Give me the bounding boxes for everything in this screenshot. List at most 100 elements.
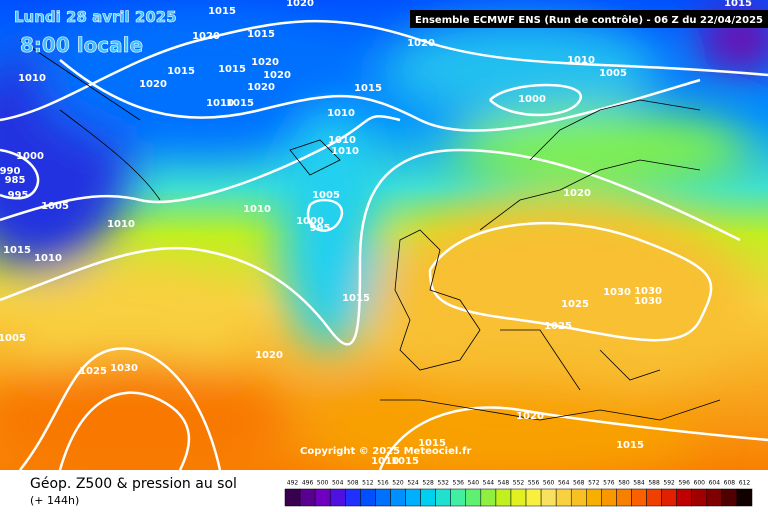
colorbar-swatch	[420, 488, 436, 507]
isobar-label: 1030	[110, 363, 138, 374]
colorbar-label: 612	[739, 480, 751, 487]
colorbar: 492 496 500 504 508 512 516 520 524 528 532 536 540 5…	[284, 480, 753, 507]
colorbar-swatch	[345, 488, 361, 507]
run-info: Ensemble ECMWF ENS (Run de contrôle) - 0…	[415, 14, 763, 26]
isobar-label: 1015	[208, 6, 236, 17]
isobar-label: 1015	[724, 0, 752, 9]
colorbar-label: 588	[648, 480, 660, 487]
colorbar-swatch	[465, 488, 482, 507]
isobar-label: 1020	[139, 79, 167, 90]
colorbar-label: 584	[633, 480, 645, 487]
colorbar-swatch	[616, 488, 632, 507]
isobar-label: 1010	[34, 253, 62, 264]
colorbar-swatch	[676, 488, 692, 507]
isobar-label: 1020	[263, 70, 291, 81]
time: 8:00 locale	[20, 33, 143, 57]
isobar-label: 1015	[218, 64, 246, 75]
colorbar-label: 572	[588, 480, 600, 487]
isobar-label: 1020	[563, 188, 591, 199]
colorbar-label: 552	[513, 480, 525, 487]
colorbar-swatch	[284, 488, 301, 507]
isobar-label: 1005	[41, 201, 69, 212]
isobar-label: 1010	[327, 108, 355, 119]
colorbar-label: 528	[422, 480, 434, 487]
copyright: Copyright © 2025 Meteociel.fr	[300, 446, 471, 457]
colorbar-swatch	[736, 488, 753, 507]
coastlines	[19, 39, 721, 421]
colorbar-swatch	[555, 488, 572, 507]
isobar-label: 995	[310, 223, 331, 234]
isobar-label: 1010	[18, 73, 46, 84]
colorbar-label: 512	[362, 480, 374, 487]
colorbar-label: 560	[543, 480, 555, 487]
colorbar-swatch	[360, 488, 376, 507]
colorbar-label: 500	[317, 480, 329, 487]
isobar-label: 1010	[331, 146, 359, 157]
colorbar-swatch	[495, 488, 512, 507]
isobar-label: 1025	[561, 299, 589, 310]
colorbar-label: 520	[392, 480, 404, 487]
isobar-label: 1015	[354, 83, 382, 94]
colorbar-label: 548	[498, 480, 510, 487]
isobar-label: 1010	[328, 135, 356, 146]
isobar-label: 1015	[342, 293, 370, 304]
isobar-label: 1015	[247, 29, 275, 40]
colorbar-swatch	[329, 488, 346, 507]
date: Lundi 28 avril 2025	[14, 8, 177, 26]
colorbar-swatch	[601, 488, 617, 507]
colorbar-label: 544	[483, 480, 495, 487]
isobar-label: 1010	[371, 456, 399, 467]
colorbar-swatch	[450, 488, 467, 507]
isobar-label: 1010	[243, 204, 271, 215]
colorbar-swatch	[691, 488, 708, 507]
isobar-label: 1005	[0, 333, 26, 344]
isobar-label: 1000	[296, 216, 324, 227]
footer-lead: (+ 144h)	[30, 494, 79, 507]
isobar-label: 1020	[247, 82, 275, 93]
colorbar-swatch	[586, 488, 602, 507]
isobar-label: 1020	[192, 31, 220, 42]
footer-title: Géop. Z500 & pression au sol	[30, 476, 237, 492]
isobar-label: 1000	[16, 151, 44, 162]
colorbar-label: 556	[528, 480, 540, 487]
colorbar-swatch	[721, 488, 738, 507]
isobar-label: 995	[8, 190, 29, 201]
colorbar-swatch	[661, 488, 677, 507]
colorbar-label: 540	[468, 480, 480, 487]
isobar-label: 1025	[544, 321, 572, 332]
isobar-label: 1010	[567, 55, 595, 66]
colorbar-label: 508	[347, 480, 359, 487]
colorbar-swatch	[299, 488, 316, 507]
colorbar-label: 536	[453, 480, 465, 487]
colorbar-label: 496	[302, 480, 314, 487]
colorbar-label: 532	[437, 480, 449, 487]
colorbar-label: 596	[678, 480, 690, 487]
isobar-label: 1020	[516, 411, 544, 422]
isobar-label: 1015	[167, 66, 195, 77]
isobar-label: 1005	[312, 190, 340, 201]
isobar-label: 1005	[599, 68, 627, 79]
colorbar-label: 492	[287, 480, 299, 487]
colorbar-label: 604	[709, 480, 721, 487]
isobar-label: 1015	[418, 438, 446, 449]
isobar-label: 1020	[255, 350, 283, 361]
colorbar-swatch	[480, 488, 497, 507]
colorbar-swatch	[631, 488, 647, 507]
isobar-label: 1030	[634, 286, 662, 297]
colorbar-label: 504	[332, 480, 344, 487]
colorbar-label: 608	[724, 480, 736, 487]
colorbar-swatch	[510, 488, 527, 507]
isobar-label: 1015	[616, 440, 644, 451]
colorbar-swatch	[435, 488, 451, 507]
isobar-label: 985	[5, 175, 26, 186]
colorbar-label: 524	[407, 480, 419, 487]
isobar-label: 1020	[407, 38, 435, 49]
colorbar-label: 568	[573, 480, 585, 487]
isobar-label: 1015	[391, 456, 419, 467]
colorbar-swatch	[646, 488, 662, 507]
colorbar-swatch	[570, 488, 587, 507]
isobar-label: 1010	[206, 98, 234, 109]
isobar-label: 1015	[226, 98, 254, 109]
isobar-label: 1020	[251, 57, 279, 68]
